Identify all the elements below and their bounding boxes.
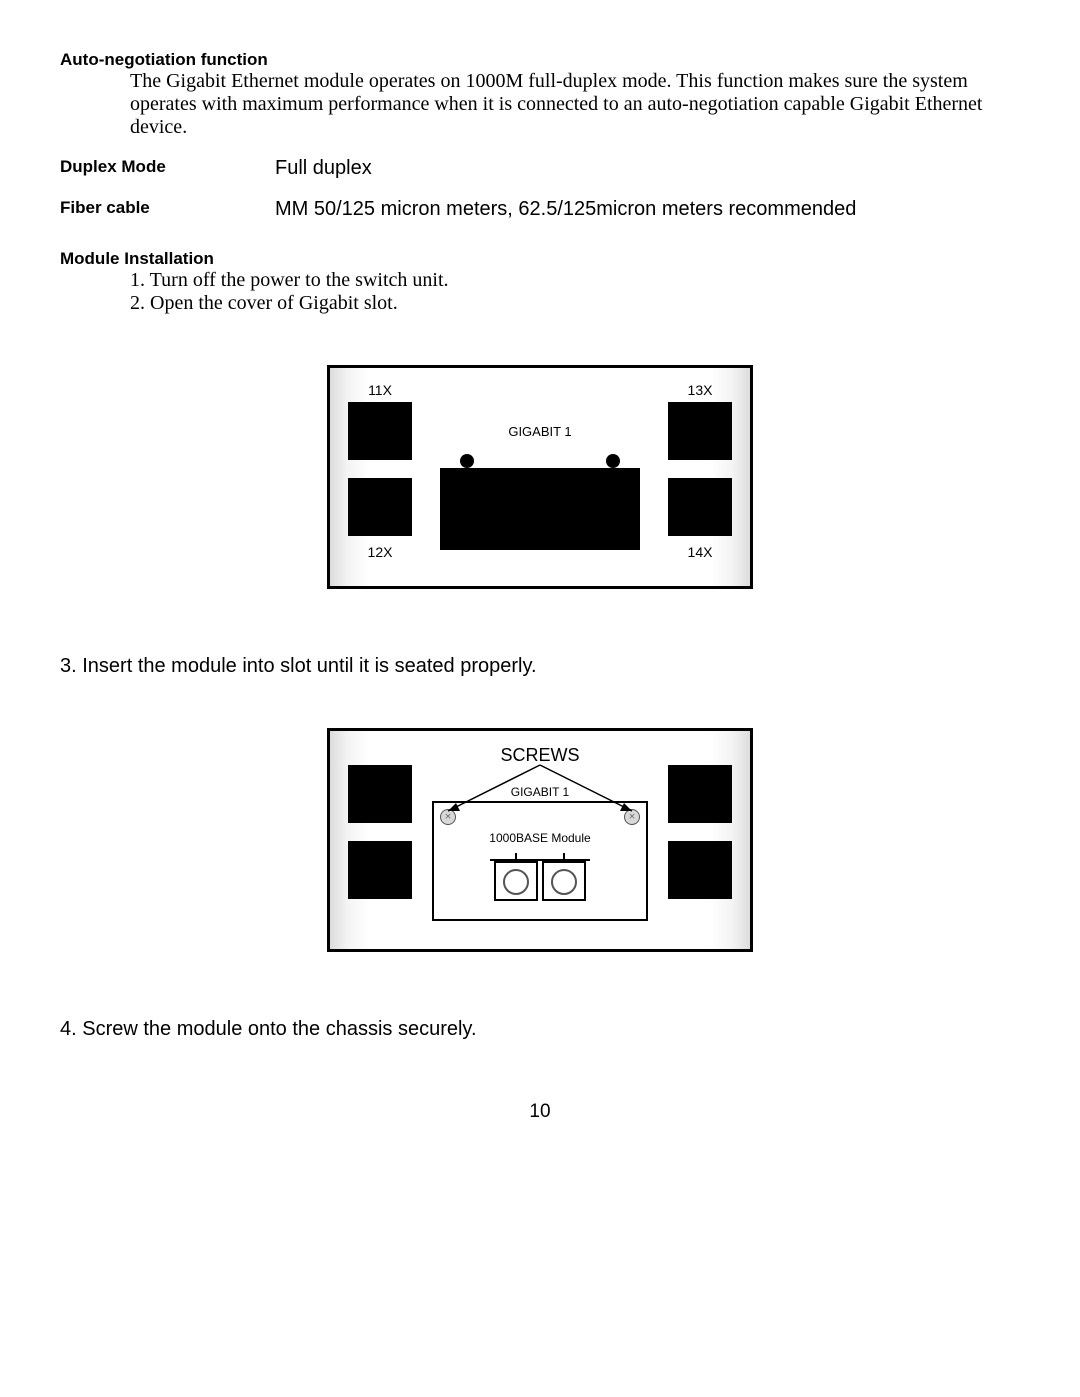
module-box: GIGABIT 1 × × 1000BASE Module (432, 801, 648, 921)
port-14x (668, 478, 732, 536)
install-step1: 1. Turn off the power to the switch unit… (130, 269, 1020, 292)
fiber-label: Fiber cable (60, 198, 275, 221)
duplex-label: Duplex Mode (60, 157, 275, 180)
screw-hole-left (460, 454, 474, 468)
install-step2: 2. Open the cover of Gigabit slot. (130, 292, 1020, 315)
gigabit-label-2: GIGABIT 1 (434, 785, 646, 799)
install-step4: 4. Screw the module onto the chassis sec… (60, 1018, 1020, 1041)
auto-neg-body: The Gigabit Ethernet module operates on … (130, 70, 1020, 139)
port-label-13x: 13X (668, 382, 732, 398)
port-label-14x: 14X (668, 544, 732, 560)
port-label-11x: 11X (348, 382, 412, 398)
duplex-value: Full duplex (275, 157, 372, 180)
port-left-top (348, 765, 412, 823)
screw-right: × (624, 809, 640, 825)
screws-title: SCREWS (330, 745, 750, 766)
fiber-connector-right (542, 861, 586, 901)
screw-left: × (440, 809, 456, 825)
gigabit-label: GIGABIT 1 (330, 424, 750, 439)
auto-neg-heading: Auto-negotiation function (60, 50, 1020, 70)
figure-slot-covered: 11X 12X 13X 14X GIGABIT 1 (327, 365, 753, 589)
fiber-value: MM 50/125 micron meters, 62.5/125micron … (275, 198, 856, 221)
port-right-bottom (668, 841, 732, 899)
install-step3: 3. Insert the module into slot until it … (60, 655, 1020, 678)
screw-hole-right (606, 454, 620, 468)
slot-cover (440, 468, 640, 550)
module-label: 1000BASE Module (434, 831, 646, 845)
page-number: 10 (60, 1101, 1020, 1123)
figure-module-inserted: SCREWS GIGABIT 1 × × 1000BASE Module (327, 728, 753, 952)
fiber-connector-left (494, 861, 538, 901)
port-12x (348, 478, 412, 536)
port-left-bottom (348, 841, 412, 899)
port-label-12x: 12X (348, 544, 412, 560)
port-right-top (668, 765, 732, 823)
install-heading: Module Installation (60, 249, 1020, 269)
